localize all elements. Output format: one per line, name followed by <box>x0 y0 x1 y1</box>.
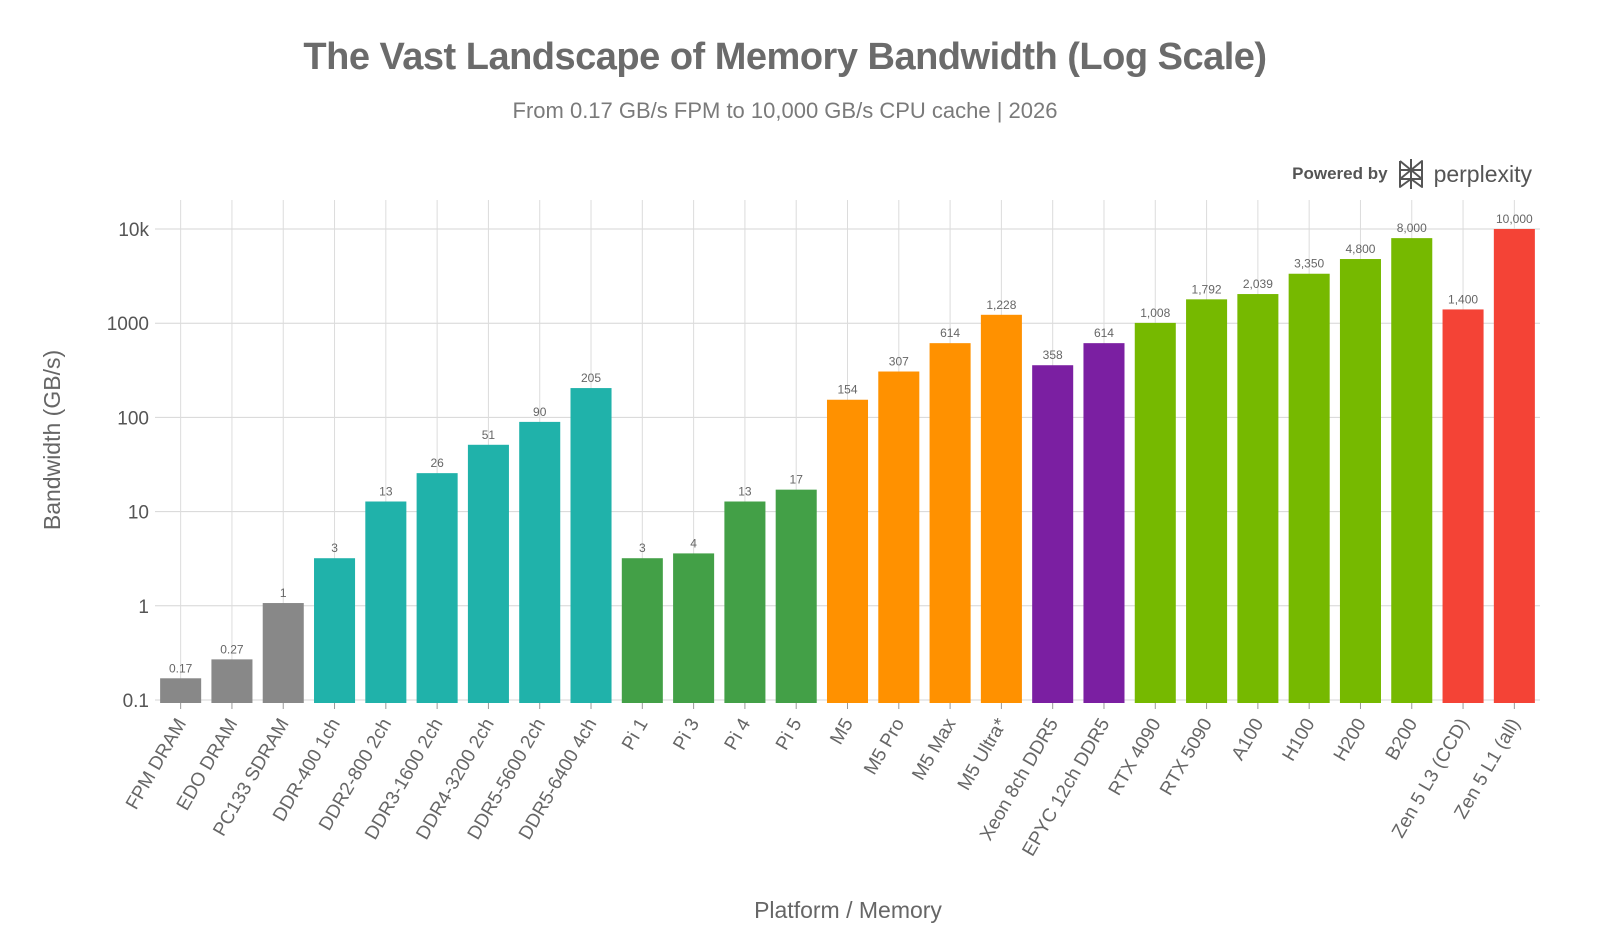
y-axis-title: Bandwidth (GB/s) <box>39 350 65 530</box>
bar[interactable] <box>1493 229 1535 703</box>
bar[interactable] <box>365 501 407 703</box>
bar-value-label: 3 <box>639 541 646 555</box>
x-tick-label: M5 Pro <box>860 715 909 779</box>
bar-value-label: 0.17 <box>169 661 193 675</box>
bar[interactable] <box>262 603 304 703</box>
bar-value-label: 4,800 <box>1345 242 1375 256</box>
powered-by-badge[interactable]: Powered by perplexity <box>1292 158 1532 190</box>
bar-value-label: 17 <box>790 473 804 487</box>
y-tick-label: 10k <box>118 220 149 241</box>
bar[interactable] <box>1237 294 1279 703</box>
bar-value-label: 1,792 <box>1192 282 1222 296</box>
bar[interactable] <box>775 489 817 703</box>
bar[interactable] <box>1391 238 1433 704</box>
bar-value-label: 10,000 <box>1496 212 1533 226</box>
bar-value-label: 154 <box>837 383 857 397</box>
bar[interactable] <box>519 421 561 703</box>
bar[interactable] <box>724 501 766 703</box>
bar[interactable] <box>211 659 253 703</box>
bar[interactable] <box>314 558 356 703</box>
bar[interactable] <box>160 678 202 703</box>
bar-value-label: 1,228 <box>986 298 1016 312</box>
bar[interactable] <box>1032 365 1074 703</box>
chart-title: The Vast Landscape of Memory Bandwidth (… <box>303 36 1267 78</box>
bar-value-label: 614 <box>940 326 960 340</box>
bar-value-label: 26 <box>430 456 444 470</box>
bar[interactable] <box>1186 299 1228 703</box>
x-tick-label: RTX 5090 <box>1156 715 1217 799</box>
bar-value-label: 8,000 <box>1397 221 1427 235</box>
bar[interactable] <box>570 388 612 703</box>
x-axis-title: Platform / Memory <box>754 897 942 923</box>
bar-value-label: 614 <box>1094 326 1114 340</box>
bar-value-label: 1,008 <box>1140 306 1170 320</box>
x-tick-label: M5 Ultra* <box>954 714 1012 794</box>
bar[interactable] <box>416 473 458 703</box>
bar[interactable] <box>929 343 971 703</box>
bar-series <box>160 229 1535 704</box>
bar-value-label: 51 <box>482 428 496 442</box>
bar[interactable] <box>1134 322 1176 703</box>
bar-value-label: 3 <box>331 541 338 555</box>
bar-value-label: 90 <box>533 405 547 419</box>
bar-value-label: 3,350 <box>1294 257 1324 271</box>
x-tick-label: Pi 4 <box>721 715 756 754</box>
y-axis-ticks: 0.1 1 10 100 1000 10k <box>107 220 150 712</box>
perplexity-wordmark: perplexity <box>1433 160 1532 187</box>
bar[interactable] <box>878 371 920 703</box>
bar[interactable] <box>1442 309 1484 703</box>
y-tick-label: 1000 <box>107 314 149 335</box>
x-tick-label: H200 <box>1330 715 1371 765</box>
x-tick-label: M5 <box>826 715 857 748</box>
bar[interactable] <box>1339 259 1381 703</box>
bar-value-label: 358 <box>1043 348 1063 362</box>
bar-value-label: 1,400 <box>1448 292 1478 306</box>
bar-value-label: 307 <box>889 355 909 369</box>
y-tick-label: 1 <box>138 597 149 618</box>
bar[interactable] <box>1083 343 1125 703</box>
x-tick-label: Pi 3 <box>669 715 704 754</box>
x-tick-label: B200 <box>1382 715 1422 764</box>
perplexity-logo-icon <box>1398 159 1423 189</box>
bar-value-label: 0.27 <box>220 642 244 656</box>
chart-subtitle: From 0.17 GB/s FPM to 10,000 GB/s CPU ca… <box>512 98 1058 123</box>
y-tick-label: 100 <box>117 408 149 429</box>
x-tick-label: H100 <box>1279 715 1320 765</box>
bar-value-label: 1 <box>280 586 287 600</box>
y-tick-label: 10 <box>128 503 149 524</box>
bar-value-label: 4 <box>690 536 697 550</box>
bar[interactable] <box>826 399 869 703</box>
bar[interactable] <box>673 553 715 703</box>
x-tick-label: Pi 1 <box>618 715 653 754</box>
bar[interactable] <box>467 444 509 703</box>
bar-value-label: 205 <box>581 371 601 385</box>
bar-value-label: 2,039 <box>1243 277 1273 291</box>
bar[interactable] <box>980 314 1022 703</box>
x-tick-label: A100 <box>1228 715 1268 764</box>
y-tick-label: 0.1 <box>123 691 149 712</box>
x-tick-label: M5 Max <box>908 715 960 784</box>
x-tick-label: Pi 5 <box>772 715 807 754</box>
bar[interactable] <box>621 558 663 703</box>
bar-value-label: 13 <box>738 485 752 499</box>
powered-by-label: Powered by <box>1292 164 1388 183</box>
bar[interactable] <box>1288 273 1330 703</box>
bar-value-label: 13 <box>379 485 393 499</box>
